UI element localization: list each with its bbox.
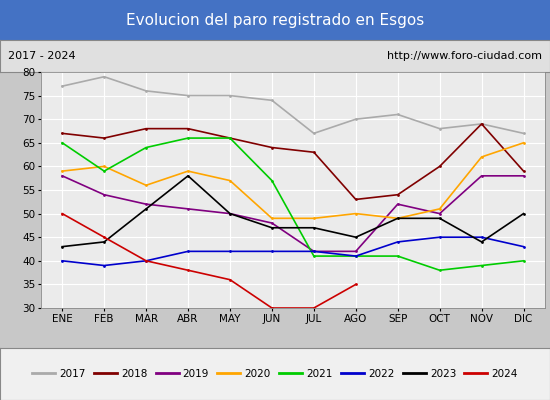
Legend: 2017, 2018, 2019, 2020, 2021, 2022, 2023, 2024: 2017, 2018, 2019, 2020, 2021, 2022, 2023… — [28, 365, 522, 383]
Text: http://www.foro-ciudad.com: http://www.foro-ciudad.com — [387, 51, 542, 61]
Text: Evolucion del paro registrado en Esgos: Evolucion del paro registrado en Esgos — [126, 12, 424, 28]
Text: 2017 - 2024: 2017 - 2024 — [8, 51, 76, 61]
